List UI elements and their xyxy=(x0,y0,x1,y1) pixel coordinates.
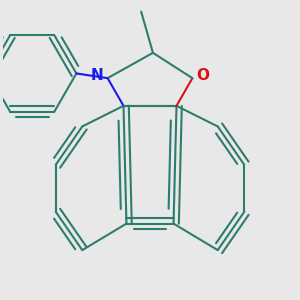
Text: O: O xyxy=(196,68,209,83)
Text: N: N xyxy=(91,68,103,83)
